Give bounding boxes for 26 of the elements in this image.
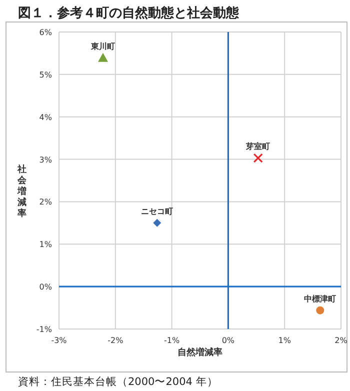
point: [153, 218, 162, 227]
y-tick-label: 2%: [39, 198, 52, 207]
series-label: 中標津町: [304, 294, 336, 304]
y-tick-label: 4%: [39, 112, 52, 122]
x-tick-label: -3%: [51, 336, 68, 345]
x-tick-label: 1%: [278, 336, 292, 345]
x-axis-title: 自然増減率: [178, 346, 222, 358]
y-tick-label: -1%: [36, 325, 52, 334]
series-label: 芽室町: [245, 141, 270, 152]
y-axis-title: 社会増減率: [16, 164, 28, 219]
text: 資料：住民基本台帳（2000〜2004 年）: [18, 375, 218, 388]
x-tick-label: 2%: [334, 336, 348, 345]
y-tick-label: 1%: [39, 240, 52, 250]
chart-title: 図１．参考４町の自然動態と社会動態: [18, 5, 240, 21]
y-tick-label: 6%: [39, 28, 52, 37]
series-label: ニセコ町: [141, 206, 174, 216]
point: [316, 306, 324, 314]
y-tick-label: 3%: [39, 155, 52, 164]
point: [253, 153, 263, 163]
series-label: 東川町: [90, 42, 115, 51]
x-tick-label: -2%: [108, 336, 124, 345]
y-tick-label: 0%: [39, 282, 52, 292]
x-tick-label: -1%: [164, 336, 180, 345]
point: [98, 52, 108, 62]
y-tick-label: 5%: [39, 70, 52, 80]
x-tick-label: 0%: [222, 336, 235, 345]
